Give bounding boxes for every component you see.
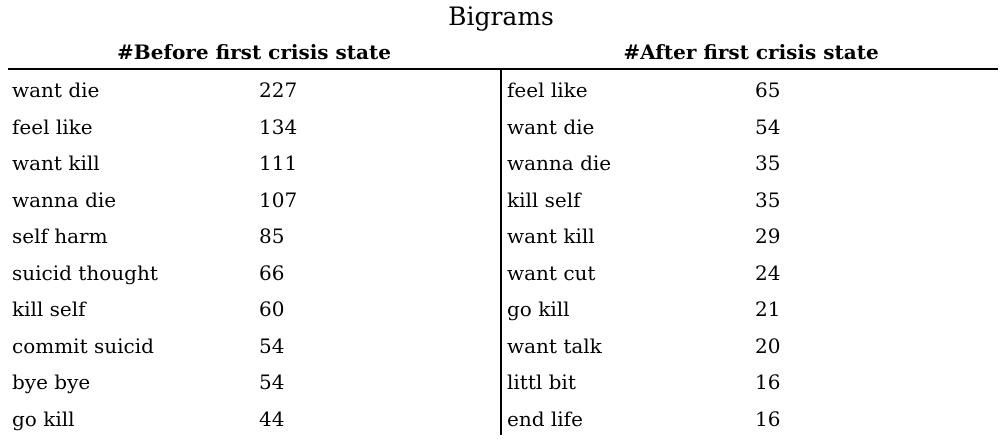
bigram-count: 24 [755, 260, 781, 285]
column-divider [500, 70, 502, 435]
bigram-term: commit suicid [12, 333, 154, 358]
bigram-count: 54 [259, 333, 285, 358]
bigram-term: want die [12, 78, 100, 102]
bigram-term: want kill [12, 151, 100, 175]
bigram-term: wanna die [12, 187, 117, 212]
bigram-term: want talk [507, 333, 602, 358]
bigram-term: suicid thought [12, 260, 158, 285]
bigram-term: feel like [507, 78, 588, 102]
bigram-count: 107 [259, 187, 298, 212]
bigram-term: kill self [507, 187, 581, 212]
bigram-count: 85 [259, 224, 285, 248]
bigram-count: 134 [259, 114, 298, 139]
bigram-count: 227 [259, 78, 298, 102]
before-column-header: #Before first crisis state [117, 40, 391, 64]
bigram-count: 66 [259, 260, 285, 285]
bigram-term: want cut [507, 260, 596, 285]
after-column-header: #After first crisis state [623, 40, 879, 64]
bigram-term: bye bye [12, 370, 91, 394]
bigram-count: 44 [259, 406, 285, 431]
bigram-count: 35 [755, 187, 781, 212]
bigram-count: 16 [755, 370, 781, 394]
bigram-count: 111 [259, 151, 298, 175]
bigram-term: go kill [507, 297, 570, 321]
table-title: Bigrams [448, 2, 554, 31]
bigram-count: 54 [259, 370, 285, 394]
bigram-term: self harm [12, 224, 108, 248]
bigram-count: 29 [755, 224, 781, 248]
bigram-term: want die [507, 114, 595, 139]
bigram-count: 35 [755, 151, 781, 175]
bigram-count: 54 [755, 114, 781, 139]
bigram-term: go kill [12, 406, 75, 431]
bigram-term: kill self [12, 297, 86, 321]
bigram-term: wanna die [507, 151, 612, 175]
bigram-term: end life [507, 406, 583, 431]
bigram-count: 65 [755, 78, 781, 102]
bigram-term: want kill [507, 224, 595, 248]
bigram-count: 20 [755, 333, 781, 358]
bigram-count: 16 [755, 406, 781, 431]
bigram-term: feel like [12, 114, 93, 139]
bigram-term: littl bit [507, 370, 576, 394]
bigram-count: 60 [259, 297, 285, 321]
bigram-count: 21 [755, 297, 781, 321]
header-rule [8, 68, 998, 70]
